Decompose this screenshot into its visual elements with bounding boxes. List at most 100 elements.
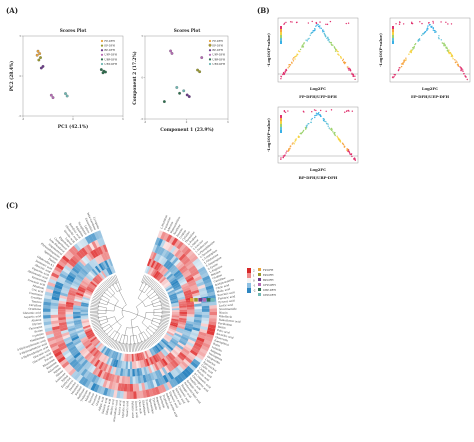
volcano-point [351, 110, 354, 112]
heatmap-cell [180, 282, 189, 289]
heatmap-cell [171, 313, 180, 316]
heatmap-cell [103, 252, 109, 261]
metabolite-label: Palmitic acid [131, 401, 135, 418]
volcano-point [462, 69, 464, 71]
dendrogram-branch [144, 283, 148, 286]
group-legend-swatch [258, 278, 261, 281]
volcano-point [454, 59, 456, 61]
group-legend-swatch [258, 288, 261, 291]
heatmap-cell [102, 346, 109, 355]
heatmap-cell [160, 231, 167, 240]
heatmap-cell [172, 247, 180, 256]
heatmap-cell [81, 300, 90, 304]
heatmap-cell [151, 269, 158, 278]
dendrogram-branch [156, 330, 163, 335]
volcano-point [448, 52, 450, 55]
heatmap-cell [98, 254, 105, 263]
metabolite-label: Glycerol [64, 379, 74, 390]
heatmap-cell [151, 346, 158, 355]
heatmap-cell [80, 304, 89, 307]
volcano-point [441, 42, 443, 44]
volcano-point [432, 22, 435, 24]
volcano-point [447, 23, 449, 25]
group-legend-label: BP-DFH [263, 278, 274, 282]
heatmap-cell [203, 278, 212, 285]
heatmap-cell [155, 353, 162, 361]
heatmap-cell [109, 266, 115, 274]
volcano-point [322, 31, 324, 33]
volcano-point [340, 57, 342, 59]
heatmap-cell [81, 268, 89, 275]
volcano-point [426, 29, 428, 31]
heatmap-cell [96, 264, 103, 272]
heatmap-cell [189, 284, 198, 290]
dendrogram-branch [145, 329, 152, 337]
heatmap-cell [59, 324, 68, 329]
dendrogram-branch [93, 295, 101, 300]
heatmap-cell [132, 368, 136, 377]
dendrogram [90, 274, 170, 352]
heatmap-cell [132, 376, 136, 384]
heatmap-cell [99, 370, 106, 379]
group-strip-cell [202, 298, 207, 302]
heatmap-cell [172, 368, 180, 377]
heatmap-cell [73, 319, 82, 324]
heatmap-cell [204, 336, 213, 342]
dendrogram-branch [104, 292, 111, 298]
heatmap-cell [173, 269, 181, 277]
volcano-point [327, 125, 329, 127]
heatmap-cell [65, 309, 74, 312]
volcano-point [314, 116, 316, 119]
heatmap-cell [181, 284, 190, 291]
legend-entry: BP-DFH [104, 48, 115, 52]
dendrogram-branch [141, 274, 145, 283]
heatmap-cell [151, 387, 157, 396]
heatmap-cell [73, 313, 81, 317]
heatmap-cell [101, 270, 107, 278]
dendrogram-branch [91, 319, 100, 323]
heatmap-cell [168, 328, 176, 333]
volcano-point [402, 23, 405, 25]
score-point [196, 68, 199, 72]
heatmap-cell [46, 284, 55, 291]
metabolite-label: Erythritol [60, 376, 72, 388]
heatmap-cell [67, 291, 76, 297]
volcano-point [305, 128, 307, 130]
volcano-point [393, 76, 395, 78]
volcano-point [293, 57, 295, 59]
dendrogram-branch [148, 285, 151, 288]
dendrogram-branch [142, 296, 149, 302]
heatmap-cell [114, 359, 119, 368]
dendrogram-branch [90, 314, 99, 316]
heatmap-cell [65, 301, 74, 306]
dendrogram-branch [91, 300, 100, 303]
heatmap-cell [58, 309, 66, 312]
heatmap-cell [209, 308, 217, 312]
heatmap-cell [182, 269, 190, 277]
heatmap-cell [73, 351, 81, 359]
heatmap-cell [74, 296, 83, 301]
heatmap-cell [120, 353, 124, 361]
heatmap-cell [96, 360, 103, 369]
volcano-point [398, 21, 401, 23]
volcano-point [460, 68, 463, 70]
heatmap-cell [199, 290, 208, 296]
heatmap-cell [86, 262, 94, 271]
heatmap-cell [179, 351, 187, 359]
dendrogram-branch [101, 334, 108, 340]
dendrogram-branch [134, 343, 136, 352]
dendrogram-branch [145, 303, 153, 307]
legend-entry: UFP-DFH [212, 53, 225, 57]
metabolite-label: Mannitol [70, 383, 80, 395]
heatmap-cell [167, 244, 174, 253]
metabolite-label: Betaine [210, 269, 221, 277]
dendrogram-branch [103, 291, 106, 294]
heatmap-cell [170, 300, 179, 304]
heatmap-cell [124, 368, 128, 377]
heatmap-cell [185, 296, 194, 301]
heatmap-cell [94, 239, 101, 248]
metabolite-label: Tocopherol [77, 221, 88, 236]
heatmap-cell [134, 368, 138, 377]
metabolite-label: Succinic acid [217, 290, 235, 297]
